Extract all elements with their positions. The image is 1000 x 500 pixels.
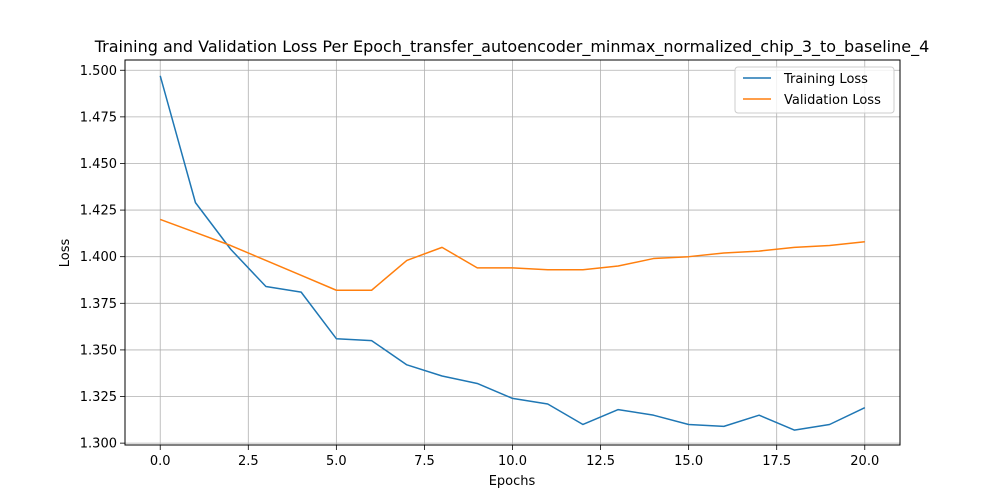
y-tick-label: 1.475 [80, 110, 117, 125]
y-tick-label: 1.300 [80, 437, 117, 452]
y-axis-label: Loss [58, 239, 73, 268]
legend-label-training-loss: Training Loss [783, 72, 868, 87]
x-axis-label: Epochs [489, 474, 536, 489]
x-tick-label: 12.5 [586, 454, 615, 469]
series-line-validation-loss [159, 218, 865, 291]
x-tick-label: 0.0 [150, 454, 171, 469]
y-tick-label: 1.350 [80, 343, 117, 358]
x-tick-label: 20.0 [850, 454, 879, 469]
legend-box [734, 66, 895, 114]
x-tick-label: 5.0 [326, 454, 347, 469]
legend: Training Loss Validation Loss [734, 66, 895, 114]
y-tick-label: 1.500 [80, 64, 117, 79]
x-tick-label: 2.5 [238, 454, 259, 469]
x-tick-label: 17.5 [762, 454, 791, 469]
series-lines [159, 75, 866, 431]
y-tick-label: 1.375 [80, 297, 117, 312]
series-line-training-loss [159, 75, 866, 431]
x-axis-ticks: 0.0 2.5 5.0 7.5 10.0 12.5 15.0 17.5 20.0 [150, 445, 879, 469]
x-tick-label: 10.0 [498, 454, 527, 469]
legend-label-validation-loss: Validation Loss [784, 93, 881, 108]
y-axis-ticks: 1.300 1.325 1.350 1.375 1.400 1.425 1.450 1.475… [80, 64, 125, 452]
chart-title: Training and Validation Loss Per Epoch_t… [94, 37, 930, 57]
x-tick-label: 15.0 [674, 454, 703, 469]
y-tick-label: 1.325 [80, 390, 117, 405]
y-tick-label: 1.400 [80, 250, 117, 265]
grid-lines [125, 60, 900, 445]
x-tick-label: 7.5 [414, 454, 435, 469]
y-tick-label: 1.450 [80, 157, 117, 172]
y-tick-label: 1.425 [80, 204, 117, 219]
